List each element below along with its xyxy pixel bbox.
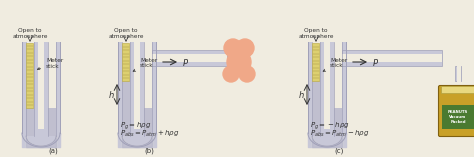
Bar [22,42,38,133]
Text: (a): (a) [48,148,58,154]
Bar [118,42,134,133]
Text: $P$: $P$ [182,57,189,68]
Bar [334,42,342,136]
FancyBboxPatch shape [438,86,474,136]
Bar [308,129,346,147]
Bar [140,42,156,133]
Text: Meter
stick: Meter stick [133,58,157,71]
Text: (b): (b) [144,148,154,154]
Bar [144,108,152,136]
Bar [26,42,34,136]
Bar [122,43,129,81]
Bar [441,86,474,93]
Bar [152,50,227,66]
Bar [342,50,442,66]
Text: Open to
atmosphere: Open to atmosphere [298,28,334,39]
Bar [308,42,324,133]
Bar [342,54,442,62]
Text: (c): (c) [334,148,344,154]
Bar [22,129,60,147]
Bar [330,42,346,133]
Bar [455,66,461,81]
Bar [122,81,130,136]
Bar [122,42,130,136]
Circle shape [227,50,251,74]
Bar [118,129,156,147]
Text: $h$: $h$ [298,89,305,100]
Bar [312,43,319,81]
Bar [334,108,342,136]
Bar [152,54,227,62]
Bar [144,42,152,136]
Circle shape [224,39,242,57]
Bar [48,42,56,136]
Text: Open to
atmosphere: Open to atmosphere [108,28,144,39]
Text: Open to
atmosphere: Open to atmosphere [12,28,48,39]
Text: PEANUTS
Vacuum
Packed: PEANUTS Vacuum Packed [448,110,468,124]
Text: $P_g = -h\rho g$: $P_g = -h\rho g$ [310,120,350,132]
Text: $P_g = h\rho g$: $P_g = h\rho g$ [120,120,151,132]
Bar [26,108,34,136]
Bar [44,42,60,133]
Text: Meter
stick: Meter stick [37,58,63,70]
Bar [442,105,474,129]
Circle shape [239,66,255,82]
Circle shape [223,66,239,82]
Bar [312,81,320,136]
Text: $P$: $P$ [372,57,379,68]
Bar [48,108,56,136]
Text: $P_{abs} = P_{atm} + h\rho g$: $P_{abs} = P_{atm} + h\rho g$ [120,129,180,139]
Text: Meter
stick: Meter stick [323,58,347,71]
Bar [457,62,461,82]
Text: $h$: $h$ [108,89,115,100]
Bar [312,42,320,136]
Bar [227,59,239,65]
Text: $P_{abs} = P_{atm} - h\rho g$: $P_{abs} = P_{atm} - h\rho g$ [310,129,369,139]
Bar [27,43,34,108]
Circle shape [236,39,254,57]
